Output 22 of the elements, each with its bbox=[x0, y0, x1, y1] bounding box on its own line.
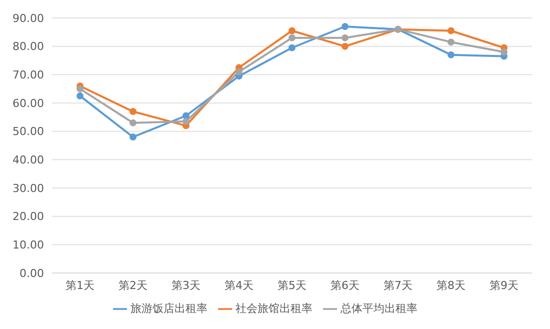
x-tick-label: 第4天 bbox=[224, 278, 254, 292]
y-tick-label: 70.00 bbox=[12, 68, 44, 82]
x-tick-label: 第9天 bbox=[490, 278, 518, 292]
x-tick-label: 第8天 bbox=[436, 278, 466, 292]
legend-label: 旅游饭店出租率 bbox=[130, 302, 208, 315]
legend-label: 总体平均出租率 bbox=[340, 302, 418, 315]
y-tick-label: 20.00 bbox=[12, 210, 44, 224]
y-tick-label: 90.00 bbox=[12, 12, 44, 25]
y-tick-label: 50.00 bbox=[12, 125, 44, 138]
y-tick-label: 40.00 bbox=[12, 154, 44, 167]
y-tick-label: 30.00 bbox=[12, 182, 44, 195]
y-tick-label: 10.00 bbox=[12, 238, 44, 252]
y-tick-label: 60.00 bbox=[12, 96, 44, 110]
x-tick-label: 第1天 bbox=[66, 278, 94, 292]
y-tick-label: 0.00 bbox=[20, 266, 44, 280]
x-tick-label: 第2天 bbox=[118, 278, 148, 292]
x-tick-label: 第7天 bbox=[384, 278, 412, 292]
x-tick-label: 第6天 bbox=[330, 278, 360, 292]
y-tick-label: 80.00 bbox=[12, 40, 44, 54]
legend-label: 社会旅馆出租率 bbox=[236, 302, 312, 315]
x-tick-label: 第3天 bbox=[172, 278, 200, 292]
x-tick-label: 第5天 bbox=[278, 278, 306, 292]
